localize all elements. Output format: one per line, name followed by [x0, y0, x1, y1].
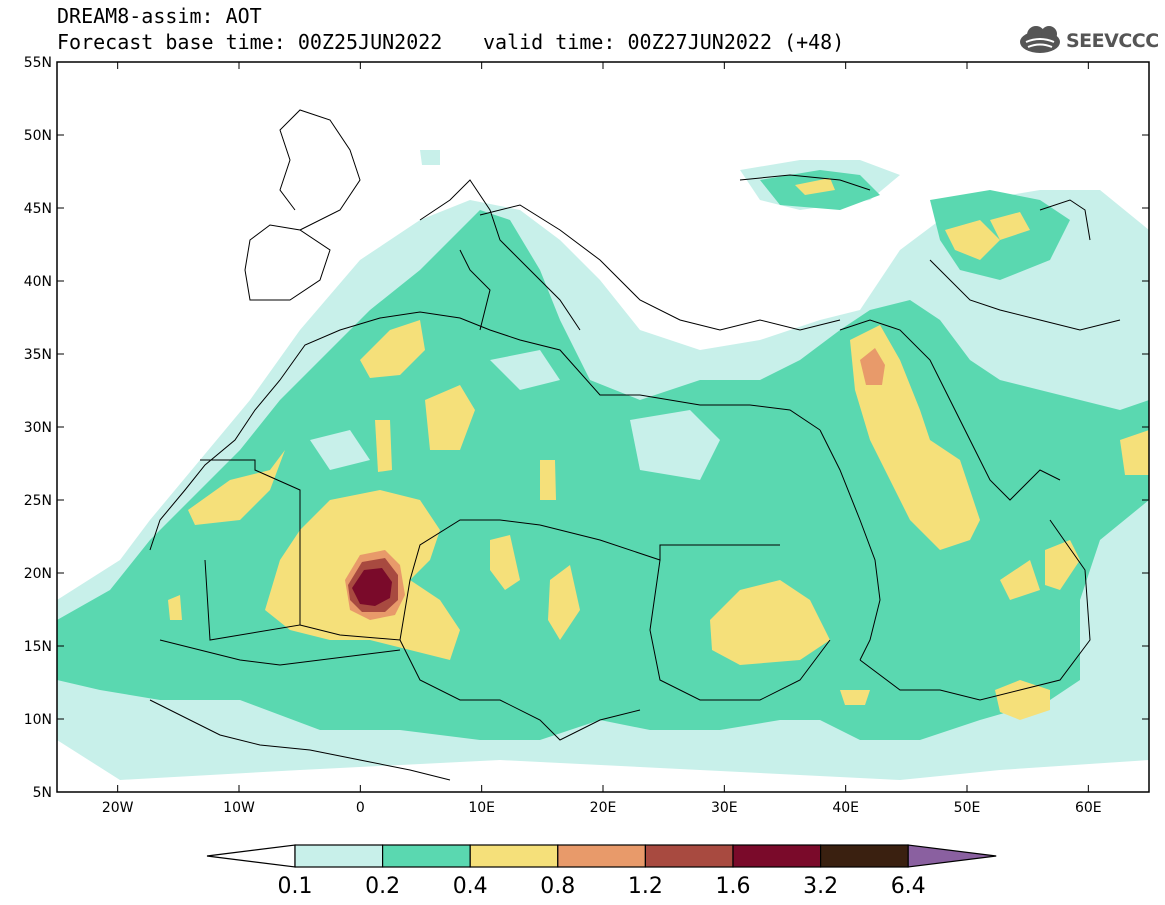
latitude-ticks: 55N 50N 45N 40N 35N 30N 25N 20N 15N 10N 5N: [24, 55, 1149, 801]
country-borders: [149, 109, 1121, 781]
colorbar-label: 0.4: [453, 874, 488, 899]
aot-level-1.6: [352, 568, 392, 606]
colorbar-over-arrow: [907, 844, 997, 868]
colorbar-label: 0.2: [365, 874, 400, 899]
lat-label: 45N: [24, 201, 52, 217]
lat-label: 5N: [33, 785, 52, 801]
colorbar-segment: [469, 844, 559, 868]
lat-label: 15N: [24, 639, 52, 655]
colorbar-label: 0.8: [540, 874, 575, 899]
lat-label: 35N: [24, 347, 52, 363]
colorbar-segment: [382, 844, 471, 868]
colorbar-under-arrow: [206, 844, 296, 868]
longitude-ticks: 20W 10W 0 10E 20E 30E 40E 50E 60E: [102, 62, 1102, 816]
lat-label: 25N: [24, 493, 52, 509]
lon-label: 20E: [590, 800, 617, 816]
lat-label: 55N: [24, 55, 52, 71]
colorbar-label: 6.4: [891, 874, 926, 899]
lat-label: 50N: [24, 128, 52, 144]
lon-label: 50E: [954, 800, 981, 816]
lon-label: 60E: [1075, 800, 1102, 816]
cloud-logo-icon: [1020, 26, 1060, 53]
lat-label: 40N: [24, 274, 52, 290]
lon-label: 40E: [832, 800, 859, 816]
colorbar: 0.1 0.2 0.4 0.8 1.2 1.6 3.2 6.4: [206, 844, 997, 899]
map-title: DREAM8-assim: AOT: [57, 4, 262, 28]
lon-label: 30E: [711, 800, 738, 816]
colorbar-label: 0.1: [278, 874, 313, 899]
colorbar-label: 3.2: [803, 874, 838, 899]
colorbar-label: 1.6: [716, 874, 751, 899]
logo-text: SEEVCCC: [1066, 30, 1159, 52]
lon-label: 10E: [468, 800, 495, 816]
colorbar-segment: [294, 844, 384, 868]
valid-time: valid time: 00Z27JUN2022 (+48): [483, 30, 845, 54]
colorbar-segment: [819, 844, 909, 868]
forecast-base-time: Forecast base time: 00Z25JUN2022: [57, 30, 443, 54]
colorbar-segment: [557, 844, 646, 868]
lon-label: 20W: [102, 800, 134, 816]
lat-label: 10N: [24, 712, 52, 728]
lat-label: 30N: [24, 420, 52, 436]
aot-field: [57, 62, 1149, 792]
colorbar-label: 1.2: [628, 874, 663, 899]
lat-label: 20N: [24, 566, 52, 582]
lon-label: 10W: [223, 800, 255, 816]
colorbar-segment: [644, 844, 734, 868]
lon-label: 0: [356, 800, 365, 816]
colorbar-segment: [732, 844, 822, 868]
